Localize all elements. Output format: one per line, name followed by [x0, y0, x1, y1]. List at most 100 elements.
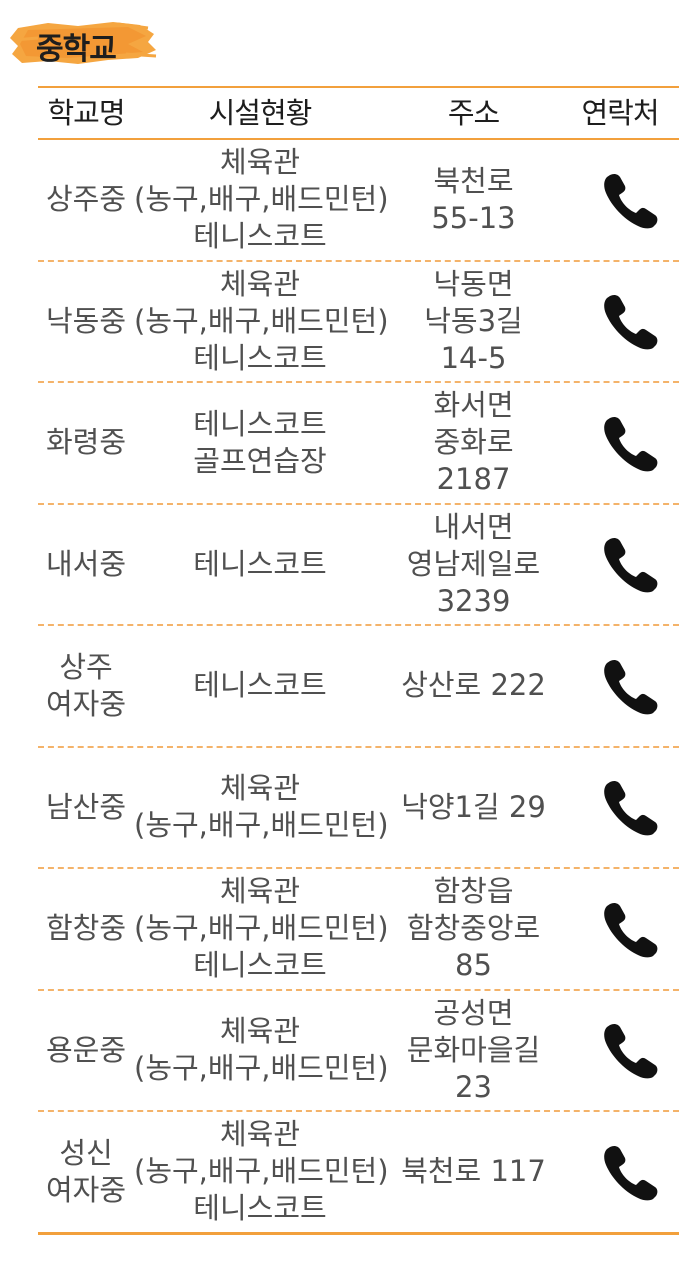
facilities-cell: 체육관 (농구,배구,배드민턴) 테니스코트 [134, 1116, 389, 1227]
address-cell: 낙양1길 29 [386, 789, 561, 826]
facilities-cell: 테니스코트 [134, 667, 386, 704]
school-name-line: 여자중 [45, 1172, 127, 1207]
address-line: 영남제일로 [406, 546, 541, 581]
row-divider [38, 259, 679, 262]
facility-line: 테니스코트 [193, 1191, 327, 1226]
facility-line: (농구,배구,배드민턴) [134, 808, 389, 843]
address-line: 낙동3길 [424, 303, 523, 338]
address-line: 북천로 117 [401, 1154, 546, 1189]
school-name-line: 낙동중 [45, 303, 127, 338]
table-row: 성신 여자중 체육관 (농구,배구,배드민턴) 테니스코트 북천로 117 [38, 1112, 679, 1232]
address-line: 상산로 222 [401, 668, 546, 703]
address-cell: 화서면 중화로 2187 [386, 387, 561, 498]
facility-line: 체육관 [219, 874, 301, 909]
contact-cell[interactable] [561, 899, 679, 959]
school-name-line: 여자중 [45, 686, 127, 721]
school-name-cell: 내서중 [38, 546, 134, 583]
school-name-line: 상주중 [45, 182, 127, 217]
school-name-line: 용운중 [45, 1032, 127, 1067]
address-cell: 상산로 222 [386, 667, 561, 704]
facility-line: 테니스코트 [193, 219, 327, 254]
contact-cell[interactable] [561, 1020, 679, 1080]
brush-stroke-background [10, 22, 157, 64]
header-address: 주소 [447, 95, 500, 130]
phone-icon[interactable] [601, 656, 661, 716]
address-line: 중화로 [433, 425, 514, 460]
row-divider [38, 988, 679, 991]
table-row: 함창중 체육관 (농구,배구,배드민턴) 테니스코트 함창읍 함창중앙로 85 [38, 869, 679, 989]
facilities-cell: 체육관 (농구,배구,배드민턴) 테니스코트 [134, 873, 389, 984]
facility-line: (농구,배구,배드민턴) [134, 1154, 389, 1189]
address-line: 공성면 [433, 995, 514, 1030]
school-name-cell: 성신 여자중 [38, 1135, 134, 1209]
school-name-cell: 함창중 [38, 910, 134, 947]
table-row: 남산중 체육관 (농구,배구,배드민턴) 낙양1길 29 [38, 748, 679, 868]
address-line: 함창중앙로 [406, 911, 541, 946]
facility-line: 골프연습장 [193, 443, 327, 478]
address-line: 내서면 [433, 509, 514, 544]
facility-line: 테니스코트 [193, 668, 327, 703]
contact-cell[interactable] [561, 170, 679, 230]
phone-icon[interactable] [601, 534, 661, 594]
address-cell: 내서면 영남제일로 3239 [386, 509, 561, 620]
school-name-line: 내서중 [45, 546, 127, 581]
row-divider [38, 624, 679, 626]
school-name-cell: 낙동중 [38, 303, 134, 340]
phone-icon[interactable] [601, 291, 661, 351]
address-cell: 공성면 문화마을길 23 [386, 995, 561, 1106]
facility-line: (농구,배구,배드민턴) [134, 182, 389, 217]
facility-line: 테니스코트 [193, 948, 327, 983]
facility-line: 테니스코트 [193, 406, 327, 441]
facility-line: 체육관 [219, 266, 301, 301]
address-cell: 낙동면 낙동3길 14-5 [386, 266, 561, 377]
phone-icon[interactable] [601, 777, 661, 837]
contact-cell[interactable] [561, 413, 679, 473]
facility-line: (농구,배구,배드민턴) [134, 303, 389, 338]
facilities-cell: 체육관 (농구,배구,배드민턴) 테니스코트 [134, 144, 389, 255]
facilities-cell: 테니스코트 골프연습장 [134, 406, 386, 480]
school-name-line: 함창중 [45, 911, 127, 946]
table-bottom-rule [38, 1231, 679, 1235]
phone-icon[interactable] [601, 899, 661, 959]
school-name-cell: 상주중 [38, 181, 134, 218]
row-divider [38, 867, 679, 869]
facility-line: 체육관 [219, 1014, 301, 1049]
contact-cell[interactable] [561, 291, 679, 351]
table-body: 상주중 체육관 (농구,배구,배드민턴) 테니스코트 북천로 55-13 낙동중 체육관 (농구… [38, 140, 679, 1232]
contact-cell[interactable] [561, 1142, 679, 1202]
facility-line: 테니스코트 [193, 340, 327, 375]
table-row: 용운중 체육관 (농구,배구,배드민턴) 공성면 문화마을길 23 [38, 991, 679, 1111]
address-line: 낙동면 [433, 266, 514, 301]
table-header: 학교명 시설현황 주소 연락처 [38, 88, 679, 138]
address-line: 23 [455, 1069, 492, 1104]
address-line: 화서면 [433, 388, 514, 423]
contact-cell[interactable] [561, 534, 679, 594]
contact-cell[interactable] [561, 656, 679, 716]
row-divider [38, 1110, 679, 1112]
section-title-badge: 중학교 [8, 14, 158, 70]
address-line: 함창읍 [433, 874, 514, 909]
address-cell: 함창읍 함창중앙로 85 [386, 873, 561, 984]
address-line: 55-13 [431, 200, 516, 235]
section-title: 중학교 [36, 32, 117, 67]
school-table: 학교명 시설현황 주소 연락처 상주중 체육관 (농구,배구,배드민턴) 테니스코트 북… [38, 86, 679, 1235]
facilities-cell: 테니스코트 [134, 546, 386, 583]
table-row: 상주중 체육관 (농구,배구,배드민턴) 테니스코트 북천로 55-13 [38, 140, 679, 260]
address-line: 문화마을길 [406, 1032, 541, 1067]
address-cell: 북천로 117 [386, 1153, 561, 1190]
school-name-cell: 남산중 [38, 789, 134, 826]
phone-icon[interactable] [601, 170, 661, 230]
school-name-line: 화령중 [45, 425, 127, 460]
school-name-cell: 상주 여자중 [38, 649, 134, 723]
phone-icon[interactable] [601, 413, 661, 473]
facility-line: 테니스코트 [193, 546, 327, 581]
phone-icon[interactable] [601, 1020, 661, 1080]
address-line: 3239 [436, 583, 511, 618]
school-name-line: 남산중 [45, 789, 127, 824]
facility-line: (농구,배구,배드민턴) [134, 911, 389, 946]
facility-line: 체육관 [219, 145, 301, 180]
contact-cell[interactable] [561, 777, 679, 837]
phone-icon[interactable] [601, 1142, 661, 1202]
table-row: 화령중 테니스코트 골프연습장 화서면 중화로 2187 [38, 383, 679, 503]
facilities-cell: 체육관 (농구,배구,배드민턴) [134, 1013, 389, 1087]
